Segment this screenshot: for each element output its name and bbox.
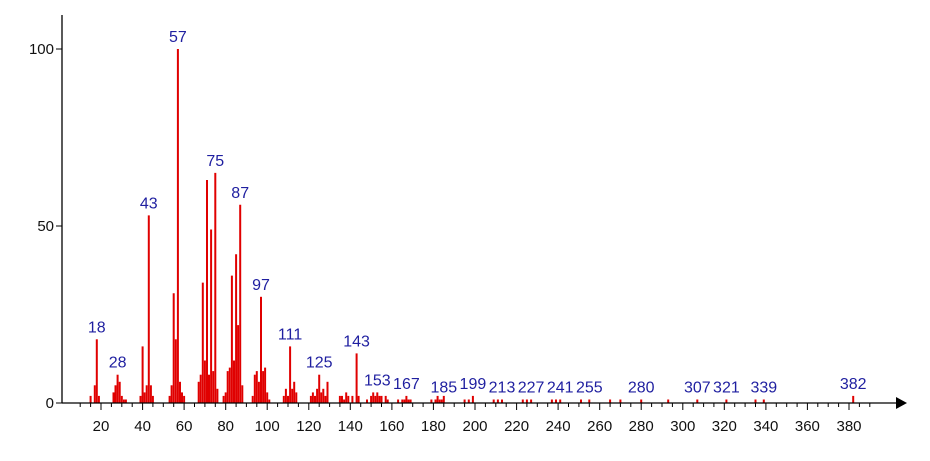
peak-label-339: 339: [750, 380, 777, 397]
x-tick-label: 100: [255, 418, 280, 435]
x-tick-label: 300: [670, 418, 695, 435]
x-tick-label: 20: [93, 418, 110, 435]
x-tick-label: 240: [546, 418, 571, 435]
peak-label-18: 18: [88, 319, 106, 336]
x-tick-label: 200: [462, 418, 487, 435]
x-tick-label: 380: [836, 418, 861, 435]
x-axis-arrow-icon: [896, 397, 907, 409]
y-tick-label: 100: [29, 41, 54, 58]
peak-label-213: 213: [489, 380, 516, 397]
peak-label-153: 153: [364, 372, 391, 389]
ticks-layer: 20 40 60 80 100 120 140 160 180 200 220 240 260 280 30…: [29, 41, 871, 435]
peak-label-167: 167: [393, 376, 420, 393]
peak-label-97: 97: [252, 277, 270, 294]
peak-label-321: 321: [713, 380, 740, 397]
y-tick-label: 0: [46, 395, 54, 412]
peak-label-255: 255: [576, 380, 603, 397]
x-tick-label: 320: [712, 418, 737, 435]
bars-layer: [89, 49, 855, 403]
peak-label-307: 307: [684, 380, 711, 397]
peak-label-199: 199: [460, 376, 487, 393]
x-tick-label: 60: [176, 418, 193, 435]
peak-label-57: 57: [169, 29, 187, 46]
peak-label-185: 185: [430, 380, 457, 397]
x-tick-label: 120: [296, 418, 321, 435]
peak-label-125: 125: [306, 355, 333, 372]
x-tick-label: 180: [421, 418, 446, 435]
x-tick-label: 220: [504, 418, 529, 435]
peak-label-143: 143: [343, 333, 370, 350]
axes-layer: [61, 15, 907, 409]
peak-label-280: 280: [628, 380, 655, 397]
x-tick-label: 140: [338, 418, 363, 435]
peak-label-75: 75: [206, 153, 224, 170]
x-tick-label: 40: [134, 418, 151, 435]
x-tick-label: 360: [795, 418, 820, 435]
peak-label-111: 111: [278, 326, 302, 343]
x-tick-label: 340: [753, 418, 778, 435]
peak-label-28: 28: [109, 355, 127, 372]
peak-label-241: 241: [547, 380, 574, 397]
x-tick-label: 280: [629, 418, 654, 435]
peak-label-87: 87: [231, 185, 249, 202]
x-tick-label: 80: [217, 418, 234, 435]
peak-label-382: 382: [840, 376, 867, 393]
peak-label-43: 43: [140, 195, 158, 212]
y-tick-label: 50: [37, 218, 54, 235]
x-tick-label: 160: [379, 418, 404, 435]
peak-label-227: 227: [518, 380, 545, 397]
x-tick-label: 260: [587, 418, 612, 435]
